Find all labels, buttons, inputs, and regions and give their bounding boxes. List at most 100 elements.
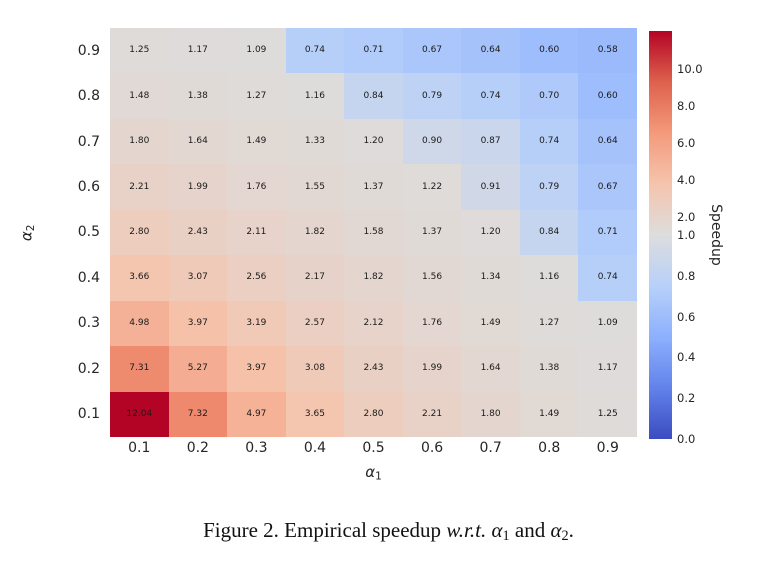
heatmap-cell: 1.80: [110, 118, 169, 165]
heatmap-cell: 1.49: [519, 391, 579, 437]
x-tick-label: 0.1: [128, 440, 151, 456]
colorbar-title-text: Speedup: [708, 204, 724, 266]
x-tick-label: 0.5: [362, 440, 385, 456]
x-tick-label: 0.2: [186, 440, 209, 456]
heatmap-cell: 3.97: [168, 300, 228, 347]
heatmap-cell: 3.07: [168, 255, 228, 301]
x-tick-label: 0.7: [479, 440, 502, 456]
heatmap-cell: 1.38: [519, 346, 579, 392]
heatmap-cell: 0.74: [519, 118, 579, 165]
caption-text-part: and: [509, 518, 551, 542]
heatmap-cell: 0.90: [402, 118, 462, 165]
heatmap-cell: 0.60: [578, 73, 637, 119]
heatmap-cell: 0.74: [578, 255, 637, 301]
caption-text-part: .: [568, 518, 574, 542]
heatmap-cell: 7.31: [110, 346, 169, 392]
colorbar-tick-label: 0.8: [677, 268, 696, 283]
heatmap-cell: 0.79: [402, 73, 462, 119]
heatmap-cell: 1.64: [461, 346, 520, 392]
heatmap-cell: 1.09: [227, 28, 286, 74]
heatmap-cell: 0.70: [519, 73, 579, 119]
heatmap-cell: 3.97: [227, 346, 286, 392]
x-tick-label: 0.4: [303, 440, 327, 456]
caption-text-part: Figure 2. Empirical speedup: [203, 518, 447, 542]
heatmap-cell: 1.99: [168, 164, 228, 210]
x-tick-label: 0.3: [245, 440, 268, 456]
heatmap-cell: 1.17: [168, 28, 228, 74]
heatmap-cell: 0.74: [461, 73, 520, 119]
y-tick-label: 0.3: [77, 315, 100, 332]
colorbar-tick-label: 0.4: [677, 350, 696, 365]
colorbar-tick-label: 4.0: [677, 172, 696, 187]
heatmap-cell: 3.65: [285, 391, 345, 437]
x-tick-label: 0.6: [420, 440, 444, 456]
heatmap-cell: 4.98: [110, 300, 169, 347]
heatmap-cell: 2.80: [344, 391, 403, 437]
heatmap-cell: 1.82: [344, 255, 403, 301]
caption-text-part: 1: [502, 527, 510, 544]
heatmap-cell: 2.21: [110, 164, 169, 210]
colorbar-tick-label: 2.0: [677, 209, 696, 224]
y-axis-title: α2: [16, 28, 38, 437]
heatmap-cell: 0.87: [461, 118, 520, 165]
heatmap-cell: 2.43: [344, 346, 403, 392]
heatmap-cell: 2.56: [227, 255, 286, 301]
heatmap-cell: 2.57: [285, 300, 345, 347]
heatmap-cell: 2.17: [285, 255, 345, 301]
y-tick-label: 0.4: [77, 269, 100, 286]
heatmap-cell: 1.58: [344, 209, 403, 256]
x-tick-label: 0.8: [538, 440, 561, 456]
heatmap-cell: 7.32: [168, 391, 228, 437]
heatmap-cell: 1.09: [578, 300, 637, 347]
heatmap-cell: 0.64: [461, 28, 520, 74]
colorbar-tick-label: 8.0: [677, 98, 696, 113]
heatmap-cell: 1.38: [168, 73, 228, 119]
heatmap-cell: 0.58: [578, 28, 637, 74]
heatmap-cell: 1.49: [461, 300, 520, 347]
heatmap-cell: 4.97: [227, 391, 286, 437]
colorbar-tick-label: 0.0: [677, 432, 696, 446]
heatmap-cell: 1.17: [578, 346, 637, 392]
heatmap-cell: 0.60: [519, 28, 579, 74]
heatmap-cell: 2.80: [110, 209, 169, 256]
heatmap-cell: 0.67: [402, 28, 462, 74]
heatmap-cell: 1.33: [285, 118, 345, 165]
y-tick-label: 0.8: [77, 88, 100, 105]
heatmap-cell: 3.19: [227, 300, 286, 347]
colorbar-title: Speedup: [702, 31, 730, 439]
heatmap-cell: 1.34: [461, 255, 520, 301]
x-axis-tick-labels: 0.1 0.2 0.3 0.4 0.5 0.6 0.7 0.8 0.9: [110, 440, 637, 458]
heatmap-cell: 1.56: [402, 255, 462, 301]
heatmap-cell: 2.43: [168, 209, 228, 256]
colorbar-tick-label: 6.0: [677, 135, 696, 150]
heatmap-cell: 2.12: [344, 300, 403, 347]
heatmap-cell: 1.37: [344, 164, 403, 210]
alpha-symbol: α: [365, 463, 376, 481]
caption-text-part: w.r.t.: [446, 518, 487, 542]
heatmap-cell: 5.27: [168, 346, 228, 392]
y-tick-label: 0.6: [77, 179, 100, 196]
heatmap-grid: 1.25 1.17 1.09 0.74 0.71 0.67 0.64 0.60 0.58 1.48…: [110, 28, 637, 437]
colorbar-gradient: [649, 31, 672, 439]
heatmap-cell: 2.11: [227, 209, 286, 256]
alpha-symbol: α: [17, 230, 36, 241]
x-tick-label: 0.9: [596, 440, 619, 456]
heatmap-cell: 1.25: [578, 391, 637, 437]
heatmap-cell: 1.99: [402, 346, 462, 392]
heatmap-cell: 0.74: [285, 28, 345, 74]
figure-caption: Figure 2. Empirical speedup w.r.t. α1 an…: [0, 518, 777, 545]
colorbar-tick-labels: 10.0 8.0 6.0 4.0 2.0 1.0 0.8 0.6 0.4 0.2 0.0: [677, 31, 721, 446]
heatmap-cell: 0.64: [578, 118, 637, 165]
x-axis-title: α1: [110, 463, 637, 483]
heatmap-cell: 3.66: [110, 255, 169, 301]
caption-text-part: α: [550, 518, 562, 542]
heatmap-cell: 1.20: [344, 118, 403, 165]
alpha-subscript: 1: [375, 470, 382, 483]
heatmap-cell: 1.80: [461, 391, 520, 437]
heatmap-cell: 0.71: [344, 28, 403, 74]
heatmap-cell: 0.79: [519, 164, 579, 210]
heatmap-cell: 1.20: [461, 209, 520, 256]
colorbar-tick-label: 0.6: [677, 309, 696, 324]
caption-text-part: α: [491, 518, 503, 542]
